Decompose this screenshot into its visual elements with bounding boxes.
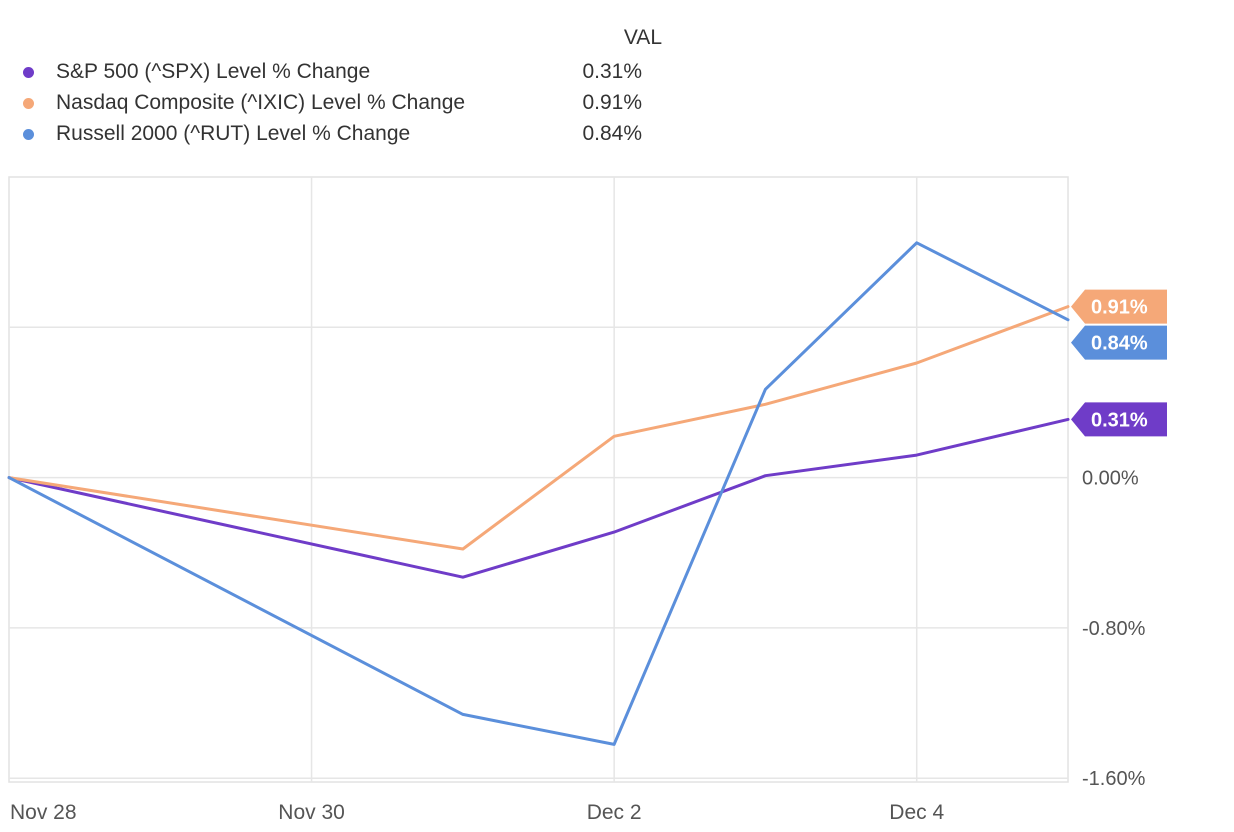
end-value-tag [1071,402,1167,437]
series-line [7,417,1070,579]
legend-series-value: 0.91% [582,91,642,114]
end-value-label: 0.91% [1091,297,1148,319]
legend-series-name: Nasdaq Composite (^IXIC) Level % Change [56,91,466,114]
legend-series-value: 0.31% [582,60,642,83]
legend-series-value: 0.84% [582,122,642,145]
x-tick-label: Dec 2 [587,801,642,824]
y-tick-label: -0.80% [1082,618,1146,640]
x-tick-label: Dec 4 [889,801,944,824]
x-tick-label: Nov 30 [278,801,345,824]
legend-value-header: VAL [623,26,662,49]
end-value-label: 0.84% [1091,333,1148,355]
legend-dot-icon [23,98,34,109]
legend-item-ixic[interactable]: Nasdaq Composite (^IXIC) Level % Change … [20,88,642,118]
series-line [7,241,1070,746]
series-line [7,305,1070,551]
end-value-tag [1071,289,1167,324]
legend-dot-icon [23,129,34,140]
end-value-label: 0.31% [1091,409,1148,431]
y-tick-label: 0.00% [1082,468,1139,490]
x-tick-label: Nov 28 [10,801,77,824]
y-tick-label: -1.60% [1082,768,1146,790]
plot-frame [8,176,1069,783]
legend-series-name: Russell 2000 (^RUT) Level % Change [56,122,411,145]
legend-series-name: S&P 500 (^SPX) Level % Change [56,60,371,83]
end-value-tag [1071,325,1167,360]
legend-item-spx[interactable]: S&P 500 (^SPX) Level % Change 0.31% [20,57,642,87]
legend-item-rut[interactable]: Russell 2000 (^RUT) Level % Change 0.84% [20,119,642,149]
legend-dot-icon [23,67,34,78]
